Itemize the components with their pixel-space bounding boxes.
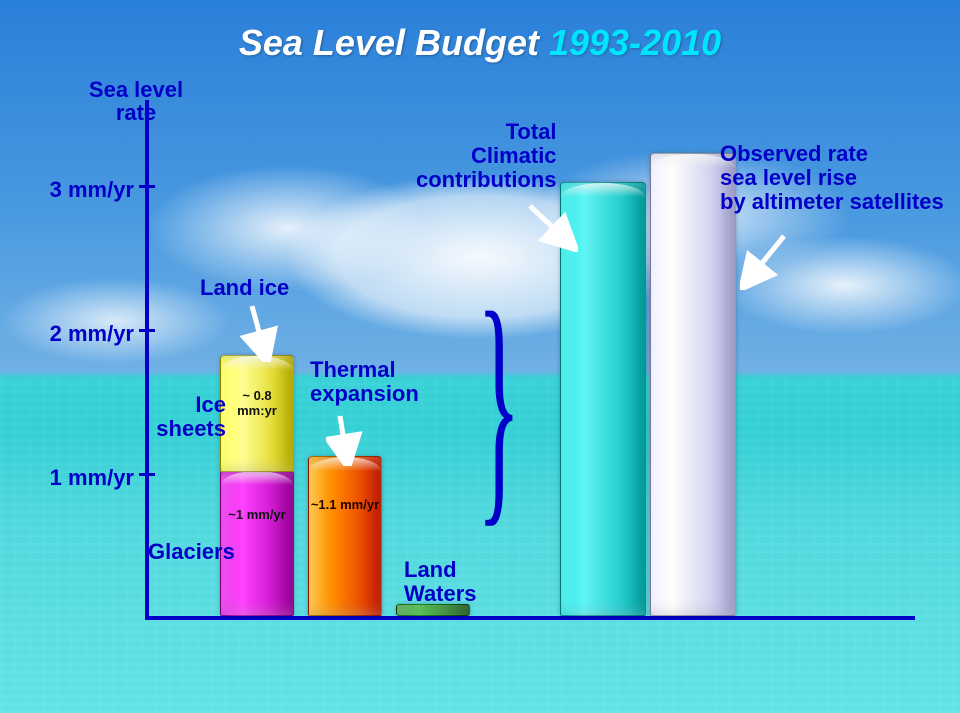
ytick-label-2: 2 mm/yr	[28, 322, 134, 345]
bar-ice-sheets-value: ~ 0.8 mm:yr	[221, 388, 293, 418]
annot-land-ice: Land ice	[200, 276, 289, 300]
annot-ice-sheets: Ice sheets	[156, 393, 226, 441]
title-main: Sea Level Budget	[239, 22, 539, 63]
bar-ice-sheets: ~ 0.8 mm:yr	[220, 355, 294, 472]
brace-icon: }	[477, 320, 521, 489]
ytick-label-3: 3 mm/yr	[28, 178, 134, 201]
annot-land-waters: Land Waters	[404, 558, 477, 606]
bar-thermal-expansion: ~1.1 mm/yr	[308, 456, 382, 616]
annot-observed: Observed rate sea level rise by altimete…	[720, 142, 944, 215]
chart-stage: Sea Level Budget 1993-2010 Sea level rat…	[0, 0, 960, 713]
annot-total: Total Climatic contributions	[416, 120, 557, 193]
bar-glaciers-value: ~1 mm/yr	[221, 507, 293, 522]
bar-total-climatic	[560, 182, 646, 616]
bar-thermal-value: ~1.1 mm/yr	[309, 497, 381, 512]
ytick-label-1: 1 mm/yr	[28, 466, 134, 489]
annot-thermal: Thermal expansion	[310, 358, 419, 406]
title-years: 1993-2010	[549, 22, 721, 63]
chart-title: Sea Level Budget 1993-2010	[0, 22, 960, 64]
bar-observed-rate	[650, 153, 736, 616]
x-axis-line	[145, 616, 915, 620]
annot-glaciers: Glaciers	[148, 540, 226, 564]
yaxis-title-l1: Sea level	[89, 77, 183, 102]
